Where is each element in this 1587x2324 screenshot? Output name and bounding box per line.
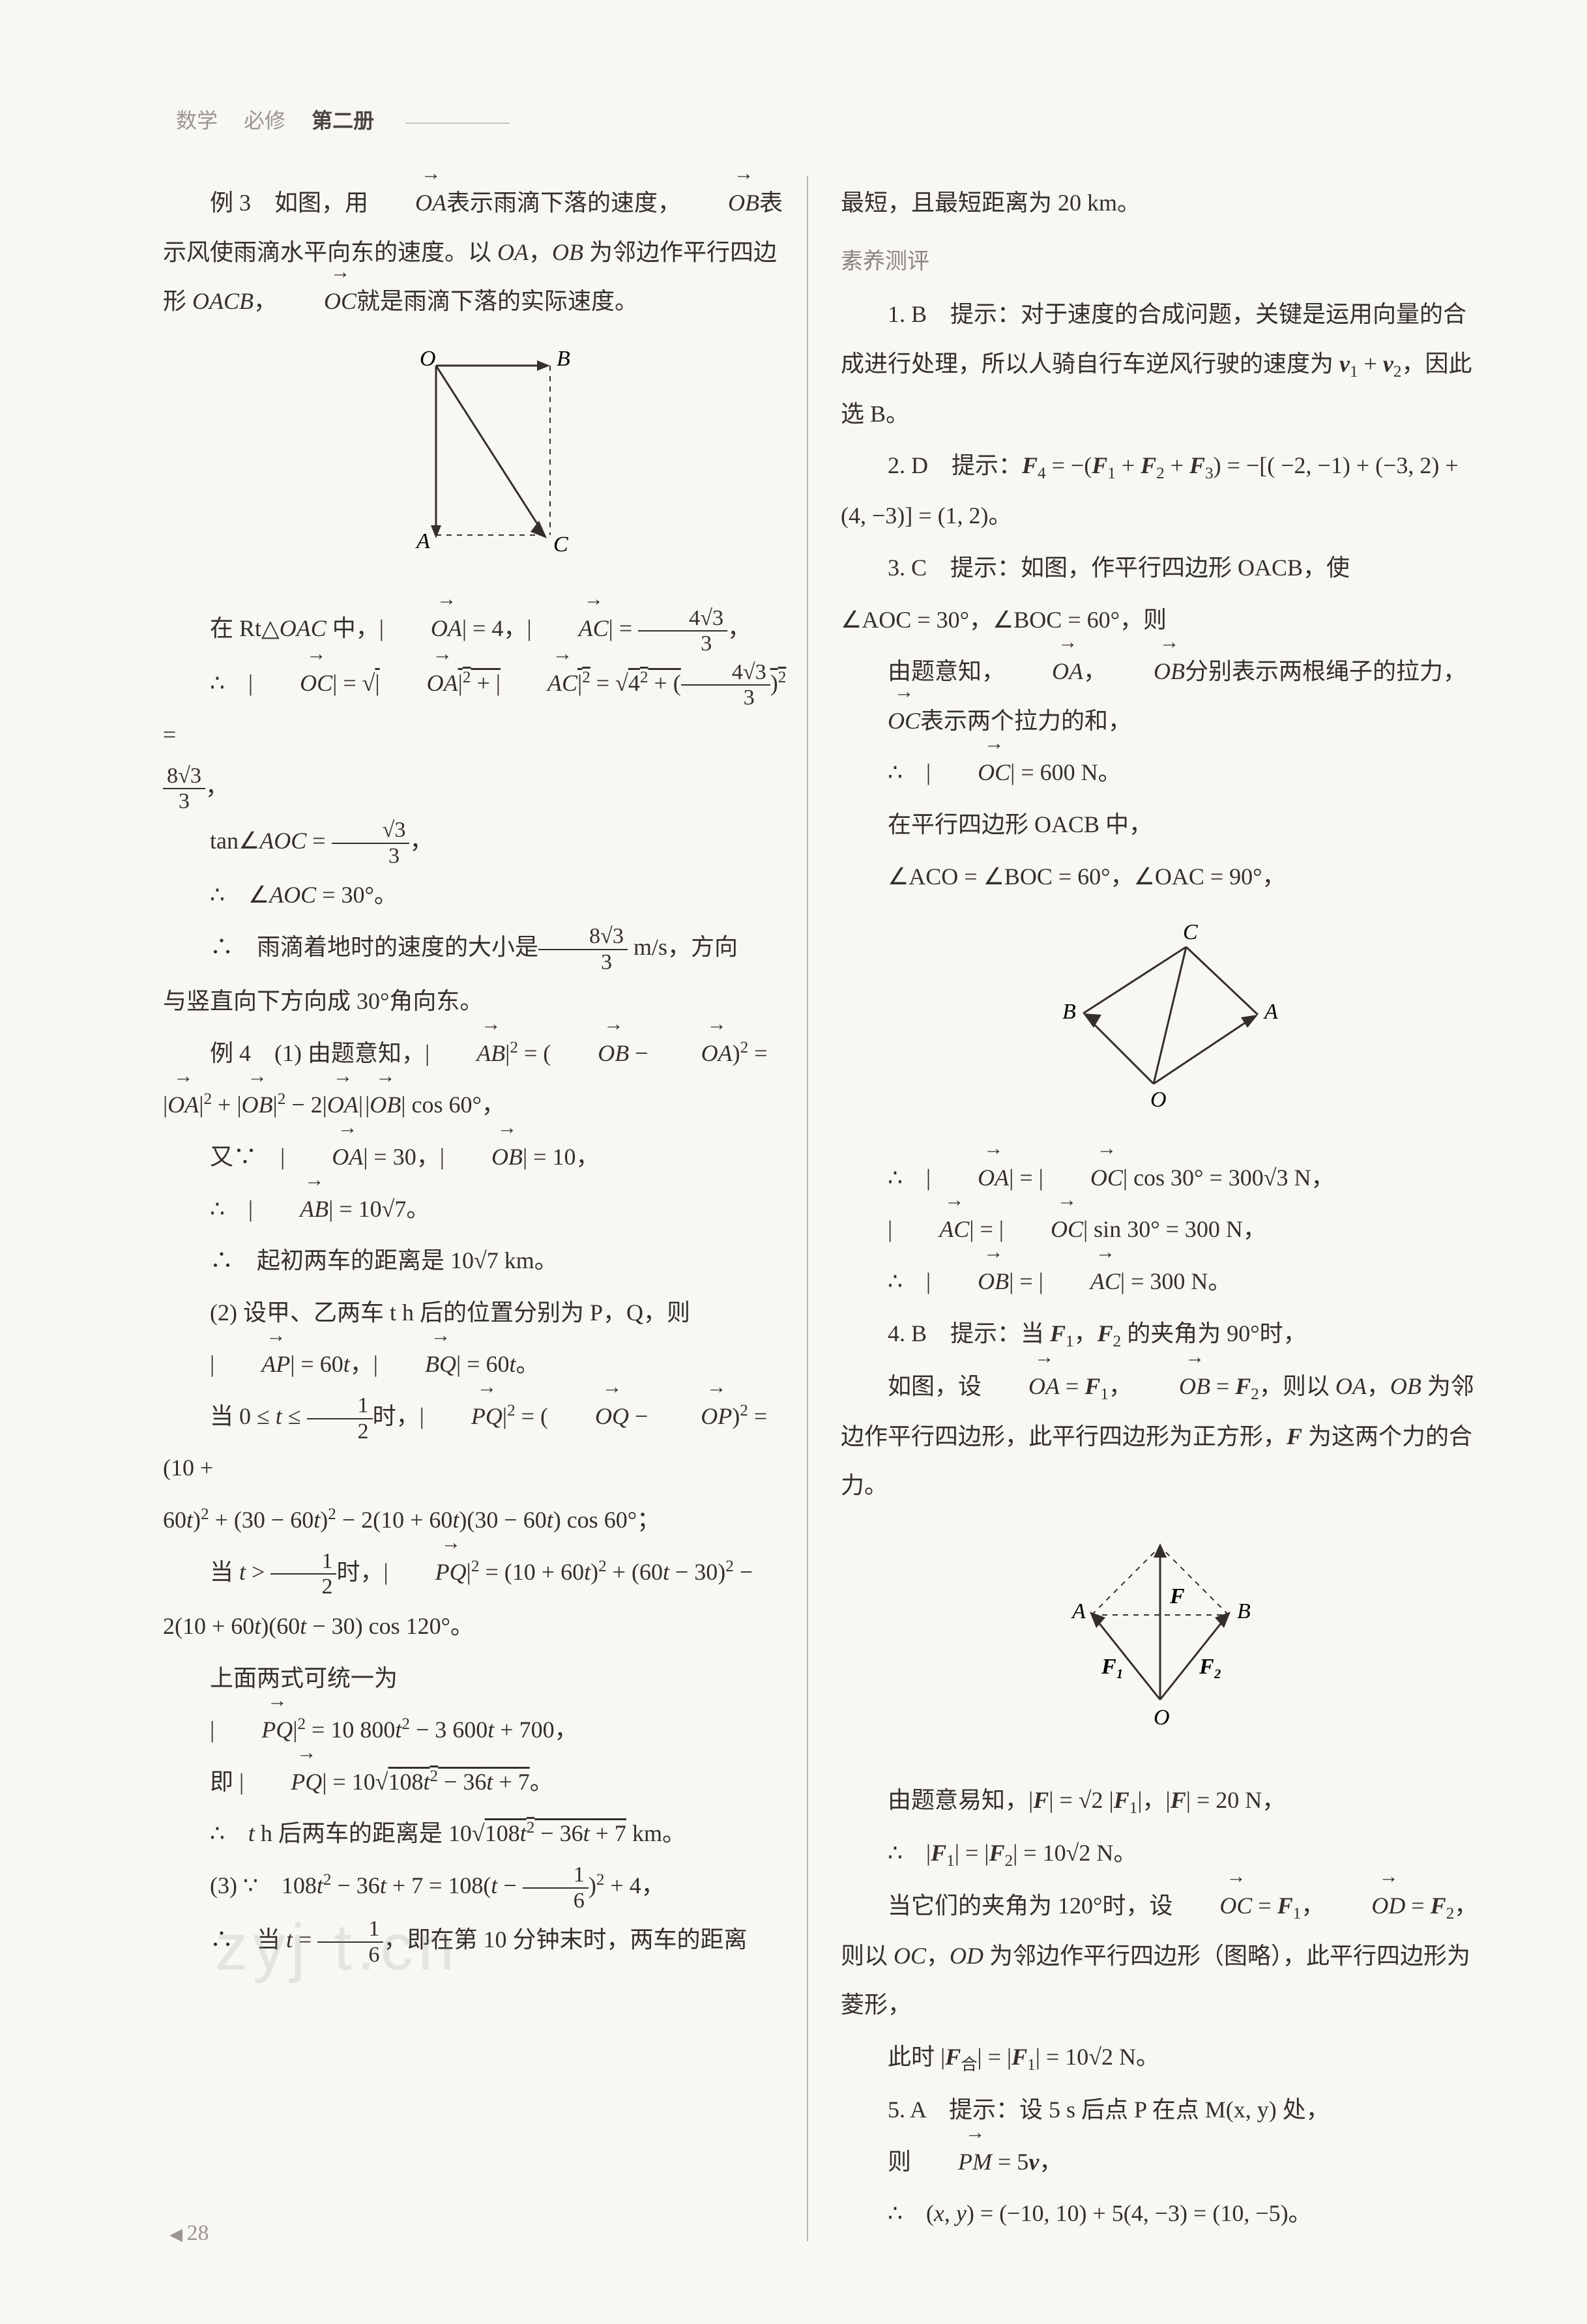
q2: 2. D 提示：F4 = −(F1 + F2 + F3) = −[( −2, −…: [841, 441, 1479, 541]
fig3-A: A: [1071, 1599, 1086, 1623]
q3d: ∴ |OC| = 600 N。: [841, 748, 1479, 798]
ex3-line2: ∴ |OC| = √|OA|2 + |AC|2 = √42 + (4√33)2 …: [163, 659, 787, 760]
ex4-line17: ∴ 当 t = 16，即在第 10 分钟末时，两车的距离: [163, 1915, 787, 1967]
page-number: 28: [169, 2221, 209, 2246]
ex4-line5: ∴ 起初两车的距离是 10√7 km。: [163, 1236, 787, 1286]
q4b: 如图，设OA = F1，OB = F2，则以 OA，OB 为邻边作平行四边形，此…: [841, 1362, 1479, 1511]
fig1-C: C: [553, 532, 568, 557]
q3i: ∴ |OB| = |AC| = 300 N。: [841, 1257, 1479, 1307]
ex3-line3: tan∠AOC = √33，: [163, 817, 787, 868]
ex4-line8: 当 0 ≤ t ≤ 12时，|PQ|2 = (OQ − OP)2 = (10 +: [163, 1392, 787, 1493]
q3f: ∠ACO = ∠BOC = 60°，∠OAC = 90°，: [841, 852, 1479, 902]
fig2-C: C: [1183, 921, 1198, 944]
left-column: 例 3 如图，用OA表示雨滴下落的速度，OB表示风使雨滴水平向东的速度。以 OA…: [163, 176, 808, 2241]
page-header: 数学 必修 第二册: [176, 104, 510, 134]
right-cont: 最短，且最短距离为 20 km。: [841, 179, 1479, 228]
q4c: 由题意易知，|F| = √2 |F1|，|F| = 20 N，: [841, 1776, 1479, 1826]
q3e: 在平行四边形 OACB 中，: [841, 800, 1479, 850]
ex3-line4: ∴ ∠AOC = 30°。: [163, 871, 787, 920]
fig3-F1: F₁: [1101, 1655, 1124, 1679]
q3a: 3. C 提示：如图，作平行四边形 OACB，使: [841, 544, 1479, 593]
ex4-line16: (3) ∵ 108t2 − 36t + 7 = 108(t − 16)2 + 4…: [163, 1861, 787, 1913]
fig2-O: O: [1150, 1088, 1167, 1112]
ex4-line4: ∴ |AB| = 10√7。: [163, 1185, 787, 1234]
fig1-B: B: [557, 347, 570, 371]
ex4-line14: 即 |PQ| = 10√108t2 − 36t + 7。: [163, 1758, 787, 1807]
q1: 1. B 提示：对于速度的合成问题，关键是运用向量的合成进行处理，所以人骑自行车…: [841, 290, 1479, 439]
q4e: 当它们的夹角为 120°时，设OC = F1，OD = F2，则以 OC，OD …: [841, 1881, 1479, 2030]
page: 数学 必修 第二册 例 3 如图，用OA表示雨滴下落的速度，OB表示风使雨滴水平…: [0, 0, 1587, 2324]
ex4-line10: 当 t > 12时，|PQ|2 = (10 + 60t)2 + (60t − 3…: [163, 1548, 787, 1599]
volume-label: 第二册: [312, 109, 374, 132]
subject-label: 数学: [176, 109, 218, 132]
q5c: ∴ (x, y) = (−10, 10) + 5(4, −3) = (10, −…: [841, 2189, 1479, 2239]
ex3-line2b: 8√33，: [163, 763, 787, 814]
req-label: 必修: [244, 109, 285, 132]
figure-2: O A B C: [841, 921, 1479, 1134]
fig3-O: O: [1154, 1706, 1170, 1730]
ex3-intro: 例 3 如图，用OA表示雨滴下落的速度，OB表示风使雨滴水平向东的速度。以 OA…: [163, 179, 787, 327]
fig3-F2: F₂: [1199, 1655, 1222, 1679]
ex4-line9: 60t)2 + (30 − 60t)2 − 2(10 + 60t)(30 − 6…: [163, 1496, 787, 1545]
fig2-A: A: [1263, 1000, 1278, 1024]
q3c: 由题意知，OA，OB分别表示两根绳子的拉力，OC表示两个拉力的和，: [841, 647, 1479, 746]
section-title: 素养测评: [841, 239, 1479, 285]
fig1-A: A: [415, 529, 430, 553]
fig1-O: O: [420, 347, 436, 371]
figure-3: A B O F F₁ F₂: [841, 1530, 1479, 1756]
right-column: 最短，且最短距离为 20 km。 素养测评 1. B 提示：对于速度的合成问题，…: [834, 176, 1479, 2241]
q5b: 则PM = 5v，: [841, 2138, 1479, 2187]
ex4-line11: 2(10 + 60t)(60t − 30) cos 120°。: [163, 1602, 787, 1651]
ex4-line15: ∴ t h 后两车的距离是 10√108t2 − 36t + 7 km。: [163, 1809, 787, 1859]
columns: 例 3 如图，用OA表示雨滴下落的速度，OB表示风使雨滴水平向东的速度。以 OA…: [163, 176, 1483, 2241]
fig3-B: B: [1237, 1599, 1251, 1623]
fig3-F: F: [1169, 1584, 1185, 1608]
figure-1: O B A C: [163, 346, 787, 585]
q4f: 此时 |F合| = |F1| = 10√2 N。: [841, 2033, 1479, 2083]
header-rule: [405, 123, 510, 124]
fig2-B: B: [1062, 1000, 1076, 1024]
ex3-line5: ∴ 雨滴着地时的速度的大小是8√33 m/s，方向: [163, 923, 787, 974]
